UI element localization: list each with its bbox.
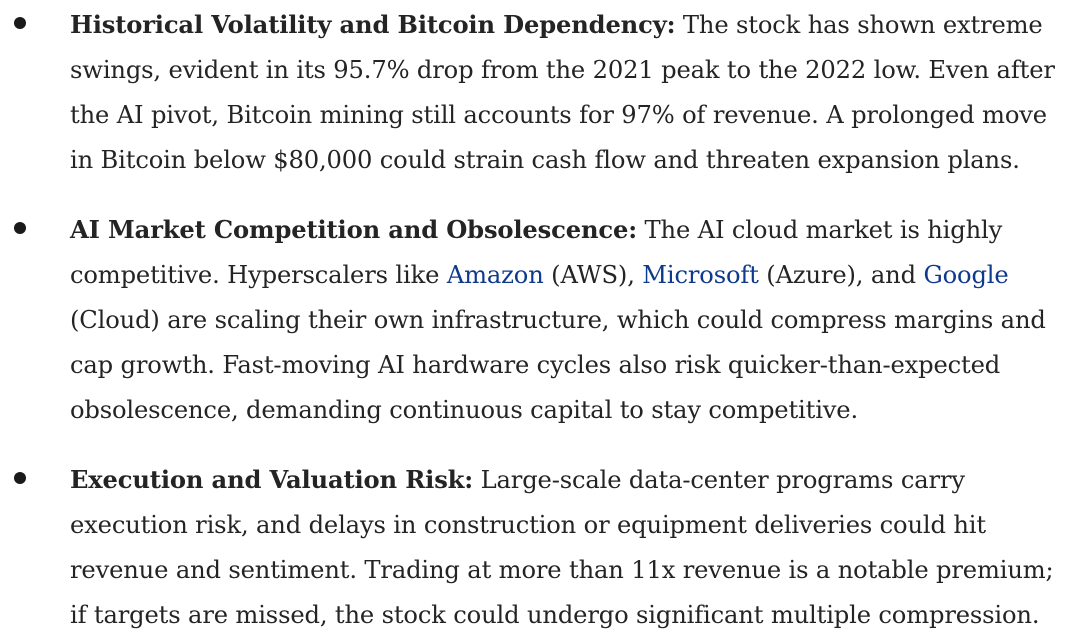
- risk-item-competition: AI Market Competition and Obsolescence: …: [14, 207, 1070, 433]
- risk-item-volatility: Historical Volatility and Bitcoin Depend…: [14, 2, 1070, 183]
- risk-body-start: The AI cloud market is highly competitiv…: [70, 216, 1003, 289]
- risk-body: Large-scale data-center programs carry e…: [70, 466, 1054, 629]
- risk-heading: Execution and Valuation Risk:: [70, 465, 474, 494]
- risk-heading: AI Market Competition and Obsolescence:: [70, 215, 637, 244]
- bullet-icon: [14, 17, 26, 29]
- risk-item-execution: Execution and Valuation Risk: Large-scal…: [14, 457, 1070, 638]
- risk-body: The stock has shown extreme swings, evid…: [70, 11, 1055, 174]
- bullet-icon: [14, 222, 26, 234]
- google-link[interactable]: Google: [923, 261, 1009, 289]
- risk-body-aws: (AWS),: [543, 261, 643, 289]
- risk-body-azure: (Azure), and: [758, 261, 924, 289]
- amazon-link[interactable]: Amazon: [446, 261, 544, 289]
- microsoft-link[interactable]: Microsoft: [642, 261, 759, 289]
- bullet-icon: [14, 472, 26, 484]
- risk-heading: Historical Volatility and Bitcoin Depend…: [70, 10, 676, 39]
- risk-list: Historical Volatility and Bitcoin Depend…: [14, 2, 1070, 638]
- risk-body-end: (Cloud) are scaling their own infrastruc…: [70, 306, 1046, 424]
